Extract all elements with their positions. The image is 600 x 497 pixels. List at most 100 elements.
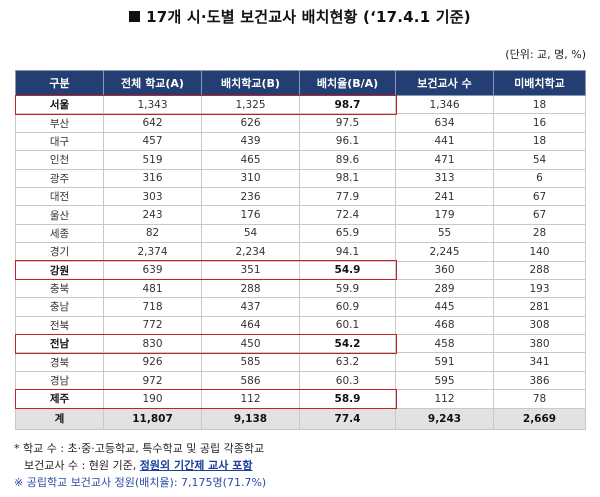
cell-total-schools: 303 [103, 186, 202, 207]
cell-placement-rate: 54.2 [299, 334, 396, 354]
footnote-public-quota: ※ 공립학교 보건교사 정원(배치율): 7,175명(71.7%) [14, 476, 267, 489]
table-header-row: 구분 전체 학교(A) 배치학교(B) 배치율(B/A) 보건교사 수 미배치학… [15, 70, 586, 96]
cell-placement-rate: 97.5 [299, 113, 396, 133]
cell-unplaced-schools: 67 [493, 205, 586, 225]
footnote-teacher-prefix: 보건교사 수 : 현원 기준, [24, 459, 140, 472]
cell-teacher-count: 55 [395, 223, 494, 244]
cell-placed-schools: 465 [201, 150, 300, 170]
table-row: 경북 926 585 63.2 591 341 [15, 352, 586, 372]
table-row: 대전 303 236 77.9 241 67 [15, 186, 586, 207]
column-header: 배치율(B/A) [299, 70, 396, 96]
column-header: 배치학교(B) [201, 70, 300, 96]
cell-region: 제주 [15, 389, 104, 409]
table-row: 충북 481 288 59.9 289 193 [15, 278, 586, 299]
cell-total-schools: 972 [103, 370, 202, 391]
cell-teacher-count: 634 [395, 113, 494, 133]
cell-placement-rate: 65.9 [299, 223, 396, 244]
cell-teacher-count: 471 [395, 150, 494, 170]
cell-region: 계 [15, 407, 104, 430]
cell-placement-rate: 60.1 [299, 315, 396, 336]
title-text: 17개 시·도별 보건교사 배치현황 (‘17.4.1 기준) [146, 8, 471, 26]
table-row: 전북 772 464 60.1 468 308 [15, 315, 586, 336]
cell-placement-rate: 60.9 [299, 297, 396, 317]
cell-placement-rate: 77.9 [299, 186, 396, 207]
cell-teacher-count: 458 [395, 334, 494, 354]
cell-total-schools: 642 [103, 113, 202, 133]
cell-placed-schools: 450 [201, 334, 300, 354]
column-header: 전체 학교(A) [103, 70, 202, 96]
cell-placed-schools: 2,234 [201, 242, 300, 262]
cell-unplaced-schools: 78 [493, 389, 586, 409]
cell-region: 대전 [15, 186, 104, 207]
cell-total-schools: 2,374 [103, 242, 202, 262]
cell-placed-schools: 464 [201, 315, 300, 336]
cell-total-schools: 718 [103, 297, 202, 317]
cell-placed-schools: 176 [201, 205, 300, 225]
cell-placement-rate: 54.9 [299, 260, 396, 280]
cell-teacher-count: 445 [395, 297, 494, 317]
cell-total-schools: 82 [103, 223, 202, 244]
cell-total-schools: 1,343 [103, 94, 202, 115]
cell-region: 경기 [15, 242, 104, 262]
cell-region: 경남 [15, 370, 104, 391]
cell-total-schools: 190 [103, 389, 202, 409]
cell-total-schools: 772 [103, 315, 202, 336]
footnotes: * 학교 수 : 초·중·고등학교, 특수학교 및 공립 각종학교 보건교사 수… [14, 440, 266, 491]
cell-unplaced-schools: 16 [493, 113, 586, 133]
cell-placed-schools: 9,138 [201, 407, 300, 430]
cell-region: 울산 [15, 205, 104, 225]
cell-unplaced-schools: 6 [493, 168, 586, 188]
cell-placed-schools: 626 [201, 113, 300, 133]
cell-unplaced-schools: 308 [493, 315, 586, 336]
cell-placed-schools: 585 [201, 352, 300, 372]
table-row: 울산 243 176 72.4 179 67 [15, 205, 586, 225]
cell-placed-schools: 288 [201, 278, 300, 299]
cell-unplaced-schools: 341 [493, 352, 586, 372]
total-row: 계 11,807 9,138 77.4 9,243 2,669 [15, 407, 586, 430]
cell-unplaced-schools: 288 [493, 260, 586, 280]
cell-placed-schools: 236 [201, 186, 300, 207]
cell-region: 서울 [15, 94, 104, 115]
cell-region: 전북 [15, 315, 104, 336]
cell-unplaced-schools: 18 [493, 94, 586, 115]
cell-placed-schools: 112 [201, 389, 300, 409]
cell-unplaced-schools: 281 [493, 297, 586, 317]
cell-teacher-count: 441 [395, 131, 494, 152]
document-title: 17개 시·도별 보건교사 배치현황 (‘17.4.1 기준) [0, 6, 600, 27]
cell-placement-rate: 59.9 [299, 278, 396, 299]
cell-unplaced-schools: 140 [493, 242, 586, 262]
cell-unplaced-schools: 67 [493, 186, 586, 207]
cell-placed-schools: 586 [201, 370, 300, 391]
table-row: 대구 457 439 96.1 441 18 [15, 131, 586, 152]
cell-total-schools: 457 [103, 131, 202, 152]
cell-placement-rate: 63.2 [299, 352, 396, 372]
cell-total-schools: 830 [103, 334, 202, 354]
cell-placement-rate: 96.1 [299, 131, 396, 152]
table-row: 서울 1,343 1,325 98.7 1,346 18 [15, 94, 586, 115]
cell-placed-schools: 351 [201, 260, 300, 280]
table-row: 광주 316 310 98.1 313 6 [15, 168, 586, 188]
cell-region: 경북 [15, 352, 104, 372]
table-body: 서울 1,343 1,325 98.7 1,346 18 부산 642 626 97.5 634 16… [15, 94, 586, 430]
cell-placed-schools: 437 [201, 297, 300, 317]
cell-placed-schools: 1,325 [201, 94, 300, 115]
cell-placed-schools: 439 [201, 131, 300, 152]
cell-teacher-count: 313 [395, 168, 494, 188]
cell-region: 대구 [15, 131, 104, 152]
cell-placement-rate: 94.1 [299, 242, 396, 262]
cell-unplaced-schools: 380 [493, 334, 586, 354]
column-header: 보건교사 수 [395, 70, 494, 96]
cell-teacher-count: 1,346 [395, 94, 494, 115]
cell-total-schools: 926 [103, 352, 202, 372]
cell-teacher-count: 595 [395, 370, 494, 391]
cell-placement-rate: 60.3 [299, 370, 396, 391]
cell-region: 세종 [15, 223, 104, 244]
cell-region: 광주 [15, 168, 104, 188]
cell-teacher-count: 468 [395, 315, 494, 336]
cell-placement-rate: 89.6 [299, 150, 396, 170]
cell-teacher-count: 2,245 [395, 242, 494, 262]
cell-teacher-count: 112 [395, 389, 494, 409]
table-row: 제주 190 112 58.9 112 78 [15, 389, 586, 409]
cell-placement-rate: 58.9 [299, 389, 396, 409]
cell-teacher-count: 591 [395, 352, 494, 372]
